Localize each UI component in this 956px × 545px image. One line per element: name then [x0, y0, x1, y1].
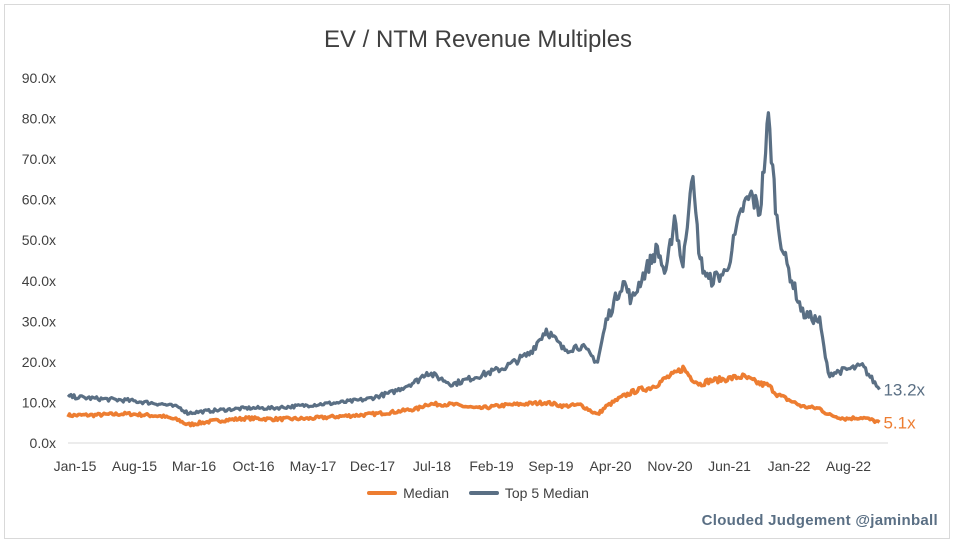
end-label-top5-median: 13.2x: [883, 380, 925, 399]
end-label-median: 5.1x: [883, 413, 916, 432]
y-tick-label: 40.0x: [22, 273, 56, 289]
x-tick-label: Aug-22: [826, 458, 871, 474]
x-tick-label: Nov-20: [647, 458, 692, 474]
y-tick-label: 60.0x: [22, 192, 56, 208]
y-tick-label: 80.0x: [22, 111, 56, 127]
legend-item-top5-median: Top 5 Median: [468, 485, 589, 501]
x-tick-label: Aug-15: [112, 458, 157, 474]
x-tick-label: Jul-18: [413, 458, 451, 474]
y-axis: 0.0x 10.0x 20.0x 30.0x 40.0x 50.0x 60.0x 70.0x 8…: [22, 70, 56, 451]
legend-swatch-median: [367, 491, 398, 495]
legend-item-median: Median: [367, 485, 449, 501]
series-line-top5-median: [66, 111, 881, 416]
x-axis: Jan-15 Aug-15 Mar-16 Oct-16 May-17 Dec-17 Jul-…: [54, 458, 872, 474]
legend-label-median: Median: [403, 485, 449, 501]
x-tick-label: Sep-19: [528, 458, 573, 474]
x-tick-label: Apr-20: [589, 458, 631, 474]
chart-frame: [4, 4, 950, 539]
x-tick-label: Mar-16: [172, 458, 217, 474]
y-tick-label: 10.0x: [22, 394, 56, 410]
y-tick-label: 70.0x: [22, 151, 56, 167]
x-tick-label: Dec-17: [350, 458, 395, 474]
x-tick-label: Oct-16: [232, 458, 274, 474]
y-tick-label: 50.0x: [22, 232, 56, 248]
y-tick-label: 30.0x: [22, 313, 56, 329]
series-layer: [66, 111, 881, 428]
x-tick-label: May-17: [290, 458, 337, 474]
x-tick-label: Feb-19: [469, 458, 514, 474]
y-tick-label: 0.0x: [30, 435, 56, 451]
x-tick-label: Jan-22: [768, 458, 811, 474]
y-tick-label: 90.0x: [22, 70, 56, 86]
x-tick-label: Jun-21: [708, 458, 751, 474]
legend-swatch-top5-median: [468, 491, 499, 495]
x-tick-label: Jan-15: [54, 458, 97, 474]
end-labels: 13.2x 5.1x: [883, 380, 925, 432]
chart-title: EV / NTM Revenue Multiples: [323, 26, 633, 53]
legend-label-top5-median: Top 5 Median: [504, 485, 589, 501]
credit-watermark: Clouded Judgement @jaminball: [701, 512, 938, 529]
series-line-median: [66, 364, 881, 428]
legend: Median Top 5 Median: [0, 482, 956, 501]
y-tick-label: 20.0x: [22, 354, 56, 370]
